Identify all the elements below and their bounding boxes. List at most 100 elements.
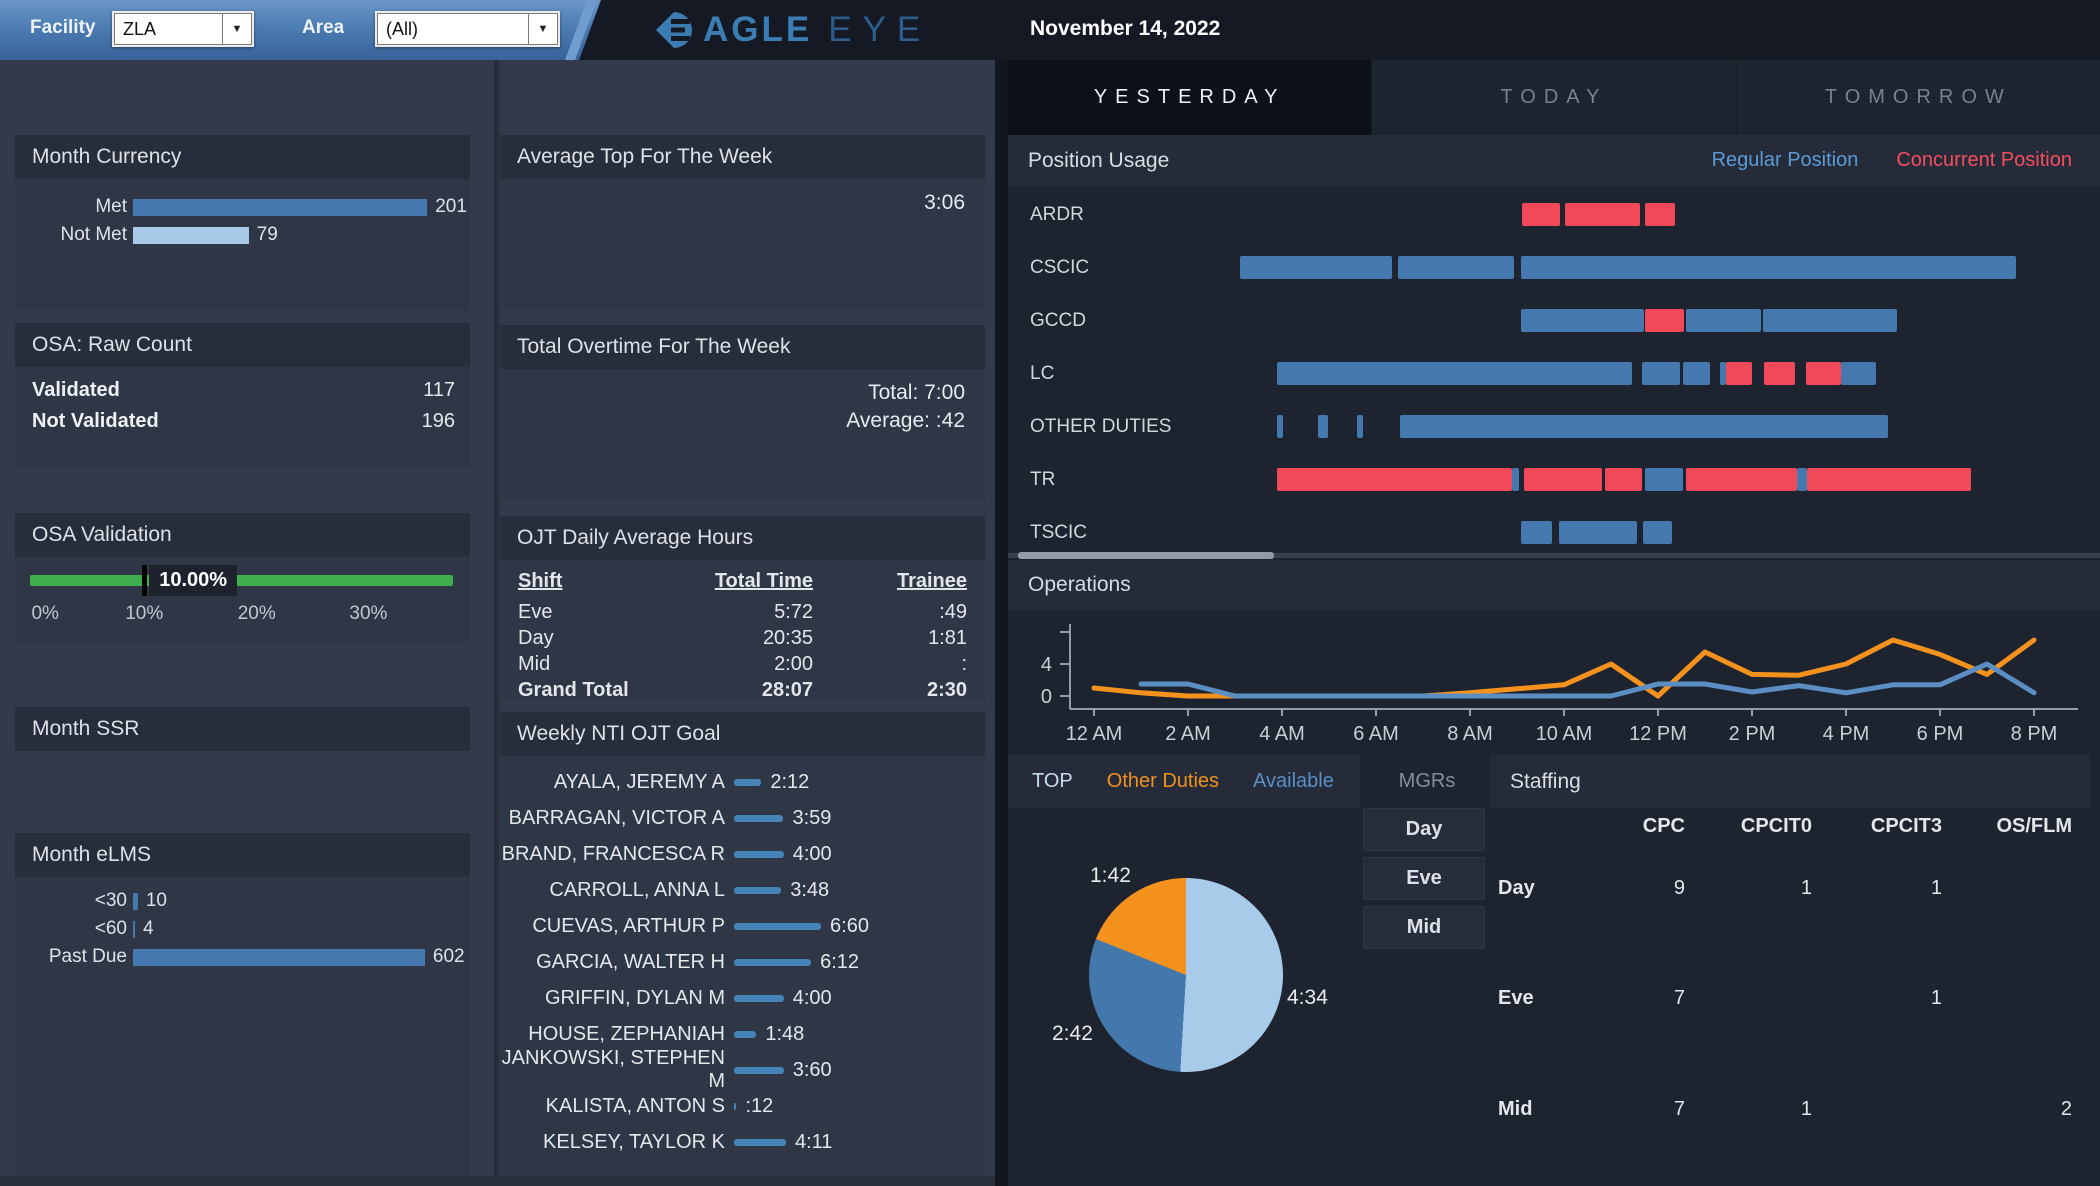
duty-tab-other-duties[interactable]: Other Duties bbox=[1106, 770, 1220, 792]
bar[interactable] bbox=[734, 994, 784, 1002]
legend-item[interactable]: Regular Position bbox=[1711, 149, 1859, 171]
row-label: Validated bbox=[32, 379, 120, 401]
gantt-segment[interactable] bbox=[1240, 256, 1392, 279]
bar[interactable] bbox=[734, 886, 782, 894]
month-currency-title: Month Currency bbox=[15, 135, 470, 179]
list-item: GARCIA, WALTER H 6:12 bbox=[500, 944, 985, 980]
bar-label: Met bbox=[95, 196, 127, 217]
bar[interactable] bbox=[734, 1102, 737, 1110]
shift-pie-chart[interactable] bbox=[1089, 878, 1283, 1072]
cell-value: 7 bbox=[1673, 1098, 1685, 1120]
gantt-segment[interactable] bbox=[1521, 256, 2017, 279]
shift-button-mid[interactable]: Mid bbox=[1363, 906, 1485, 949]
bar[interactable] bbox=[734, 814, 784, 822]
horizontal-scrollbar[interactable] bbox=[1008, 552, 2100, 559]
gantt-segment[interactable] bbox=[1521, 309, 1644, 332]
bar-value: 4:00 bbox=[792, 842, 832, 865]
month-ssr-title: Month SSR bbox=[15, 707, 470, 751]
gantt-segment[interactable] bbox=[1523, 468, 1603, 491]
gantt-segment[interactable] bbox=[1604, 468, 1643, 491]
cell-shift: Day bbox=[518, 627, 554, 649]
gantt-segment[interactable] bbox=[1797, 468, 1807, 491]
row-value: 117 bbox=[423, 379, 455, 401]
bar[interactable] bbox=[133, 226, 249, 244]
gantt-track bbox=[1240, 400, 2092, 453]
gantt-track bbox=[1240, 188, 2092, 241]
area-dropdown[interactable]: (All) ▼ bbox=[375, 11, 560, 47]
bar[interactable] bbox=[133, 892, 138, 910]
gantt-segment[interactable] bbox=[1763, 309, 1897, 332]
gantt-segment[interactable] bbox=[1398, 256, 1515, 279]
validation-progress-bar[interactable]: 10.00% bbox=[30, 565, 453, 596]
gantt-track bbox=[1240, 347, 2092, 400]
gantt-segment[interactable] bbox=[1564, 203, 1641, 226]
gantt-segment[interactable] bbox=[1725, 362, 1753, 385]
bar-value: 4:11 bbox=[794, 1130, 833, 1153]
duty-tab-available[interactable]: Available bbox=[1253, 770, 1334, 792]
gantt-segment[interactable] bbox=[1685, 468, 1798, 491]
facility-dropdown-arrow-icon[interactable]: ▼ bbox=[222, 13, 252, 45]
shift-button-eve[interactable]: Eve bbox=[1363, 857, 1485, 900]
gantt-segment[interactable] bbox=[1277, 415, 1284, 438]
gantt-segment[interactable] bbox=[1763, 362, 1795, 385]
total-overtime-title: Total Overtime For The Week bbox=[500, 325, 985, 369]
position-usage-title: Position Usage bbox=[1028, 149, 1170, 172]
list-item: JANKOWSKI, STEPHEN M 3:60 bbox=[500, 1047, 985, 1092]
ojt-title: OJT Daily Average Hours bbox=[500, 516, 985, 560]
scrollbar-thumb[interactable] bbox=[1018, 552, 1274, 559]
shift-button-day[interactable]: Day bbox=[1363, 808, 1485, 851]
gantt-segment[interactable] bbox=[1840, 362, 1876, 385]
bar[interactable] bbox=[734, 778, 762, 786]
gantt-segment[interactable] bbox=[1317, 415, 1328, 438]
gantt-segment[interactable] bbox=[1685, 309, 1762, 332]
gantt-segment[interactable] bbox=[1644, 468, 1684, 491]
gantt-segment[interactable] bbox=[1400, 415, 1888, 438]
gantt-segment[interactable] bbox=[1276, 468, 1512, 491]
table-row: Mid 7 1 2 bbox=[1490, 1098, 2072, 1121]
column-divider bbox=[494, 60, 499, 1186]
gantt-segment[interactable] bbox=[1805, 362, 1841, 385]
bar[interactable] bbox=[734, 1066, 784, 1074]
right-panel: YESTERDAY TODAY TOMORROW Position Usage … bbox=[1008, 60, 2100, 1186]
bar[interactable] bbox=[734, 850, 784, 858]
tab-today[interactable]: TODAY bbox=[1372, 60, 1737, 135]
bar[interactable] bbox=[734, 1030, 757, 1038]
gantt-segment[interactable] bbox=[1558, 521, 1638, 544]
gantt-track bbox=[1240, 506, 2092, 559]
operations-line-chart[interactable]: 0 4 12 AM 2 AM 4 AM 6 AM 8 AM 10 AM 12 PM 2 PM 4 P… bbox=[1016, 612, 2086, 748]
gantt-segment[interactable] bbox=[1644, 309, 1684, 332]
area-dropdown-arrow-icon[interactable]: ▼ bbox=[528, 13, 558, 45]
bar[interactable] bbox=[133, 948, 425, 966]
bar-value: 602 bbox=[432, 946, 465, 967]
duty-tab-top[interactable]: TOP bbox=[1032, 770, 1073, 792]
bar[interactable] bbox=[734, 922, 822, 930]
gantt-segment[interactable] bbox=[1522, 203, 1561, 226]
gantt-segment[interactable] bbox=[1276, 362, 1632, 385]
gantt-segment[interactable] bbox=[1642, 362, 1680, 385]
column-header: Total Time bbox=[714, 570, 813, 592]
gantt-segment[interactable] bbox=[1642, 521, 1672, 544]
bar[interactable] bbox=[133, 920, 135, 938]
bar[interactable] bbox=[133, 198, 428, 216]
gantt-segment[interactable] bbox=[1356, 415, 1363, 438]
bar[interactable] bbox=[734, 1138, 786, 1146]
row-value: 196 bbox=[421, 410, 455, 432]
gantt-segment[interactable] bbox=[1511, 468, 1520, 491]
svg-text:2 AM: 2 AM bbox=[1165, 723, 1211, 745]
trainee-name: BRAND, FRANCESCA R bbox=[501, 842, 725, 865]
gantt-segment[interactable] bbox=[1644, 203, 1676, 226]
tab-yesterday[interactable]: YESTERDAY bbox=[1008, 60, 1373, 135]
svg-text:4 PM: 4 PM bbox=[1823, 723, 1870, 745]
tab-tomorrow[interactable]: TOMORROW bbox=[1824, 86, 2012, 108]
gantt-segment[interactable] bbox=[1806, 468, 1971, 491]
gantt-segment[interactable] bbox=[1521, 521, 1552, 544]
gantt-segment[interactable] bbox=[1719, 362, 1726, 385]
cell-trainee: : bbox=[961, 653, 967, 675]
bar[interactable] bbox=[734, 958, 812, 966]
facility-dropdown[interactable]: ZLA ▼ bbox=[112, 11, 254, 47]
bar-row: <30 10 bbox=[15, 887, 470, 915]
gantt-segment[interactable] bbox=[1683, 362, 1711, 385]
list-item: GRIFFIN, DYLAN M 4:00 bbox=[500, 980, 985, 1016]
legend-item[interactable]: Concurrent Position bbox=[1896, 149, 2072, 171]
bar-value: :12 bbox=[745, 1094, 774, 1117]
